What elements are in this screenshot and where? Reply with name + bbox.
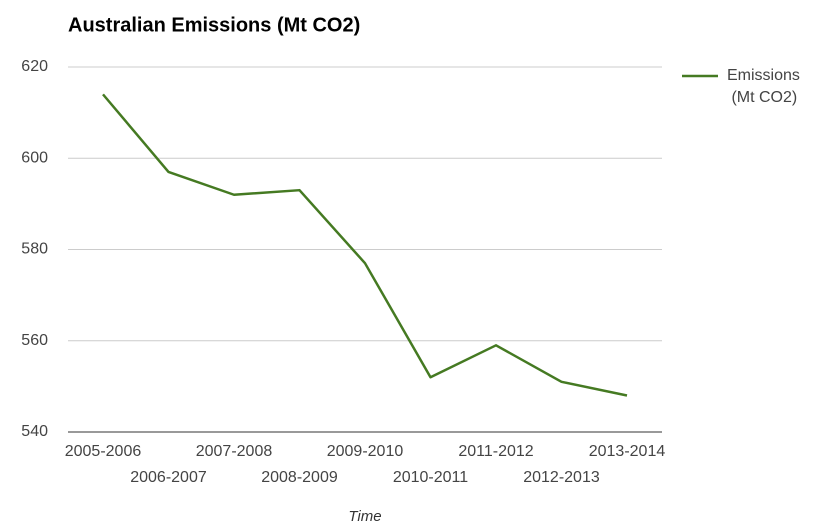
x-tick-label: 2007-2008 [196, 443, 273, 460]
x-tick-label: 2008-2009 [261, 469, 338, 486]
legend-label: Emissions (Mt CO2) [727, 67, 800, 106]
y-tick-label: 620 [21, 58, 48, 75]
x-tick-label: 2009-2010 [327, 443, 404, 460]
x-tick-label: 2011-2012 [458, 443, 533, 460]
data-line [102, 93, 628, 397]
x-axis-title: Time [348, 508, 381, 525]
x-tick-label: 2010-2011 [393, 469, 468, 486]
x-tick-label: 2005-2006 [65, 443, 142, 460]
y-tick-label: 560 [21, 332, 48, 349]
y-tick-label: 580 [21, 241, 48, 258]
x-tick-label: 2006-2007 [130, 469, 207, 486]
y-tick-label: 600 [21, 149, 48, 166]
x-tick-label: 2013-2014 [589, 443, 666, 460]
y-tick-label: 540 [21, 423, 48, 440]
x-tick-label: 2012-2013 [523, 469, 600, 486]
chart-title: Australian Emissions (Mt CO2) [68, 14, 360, 36]
